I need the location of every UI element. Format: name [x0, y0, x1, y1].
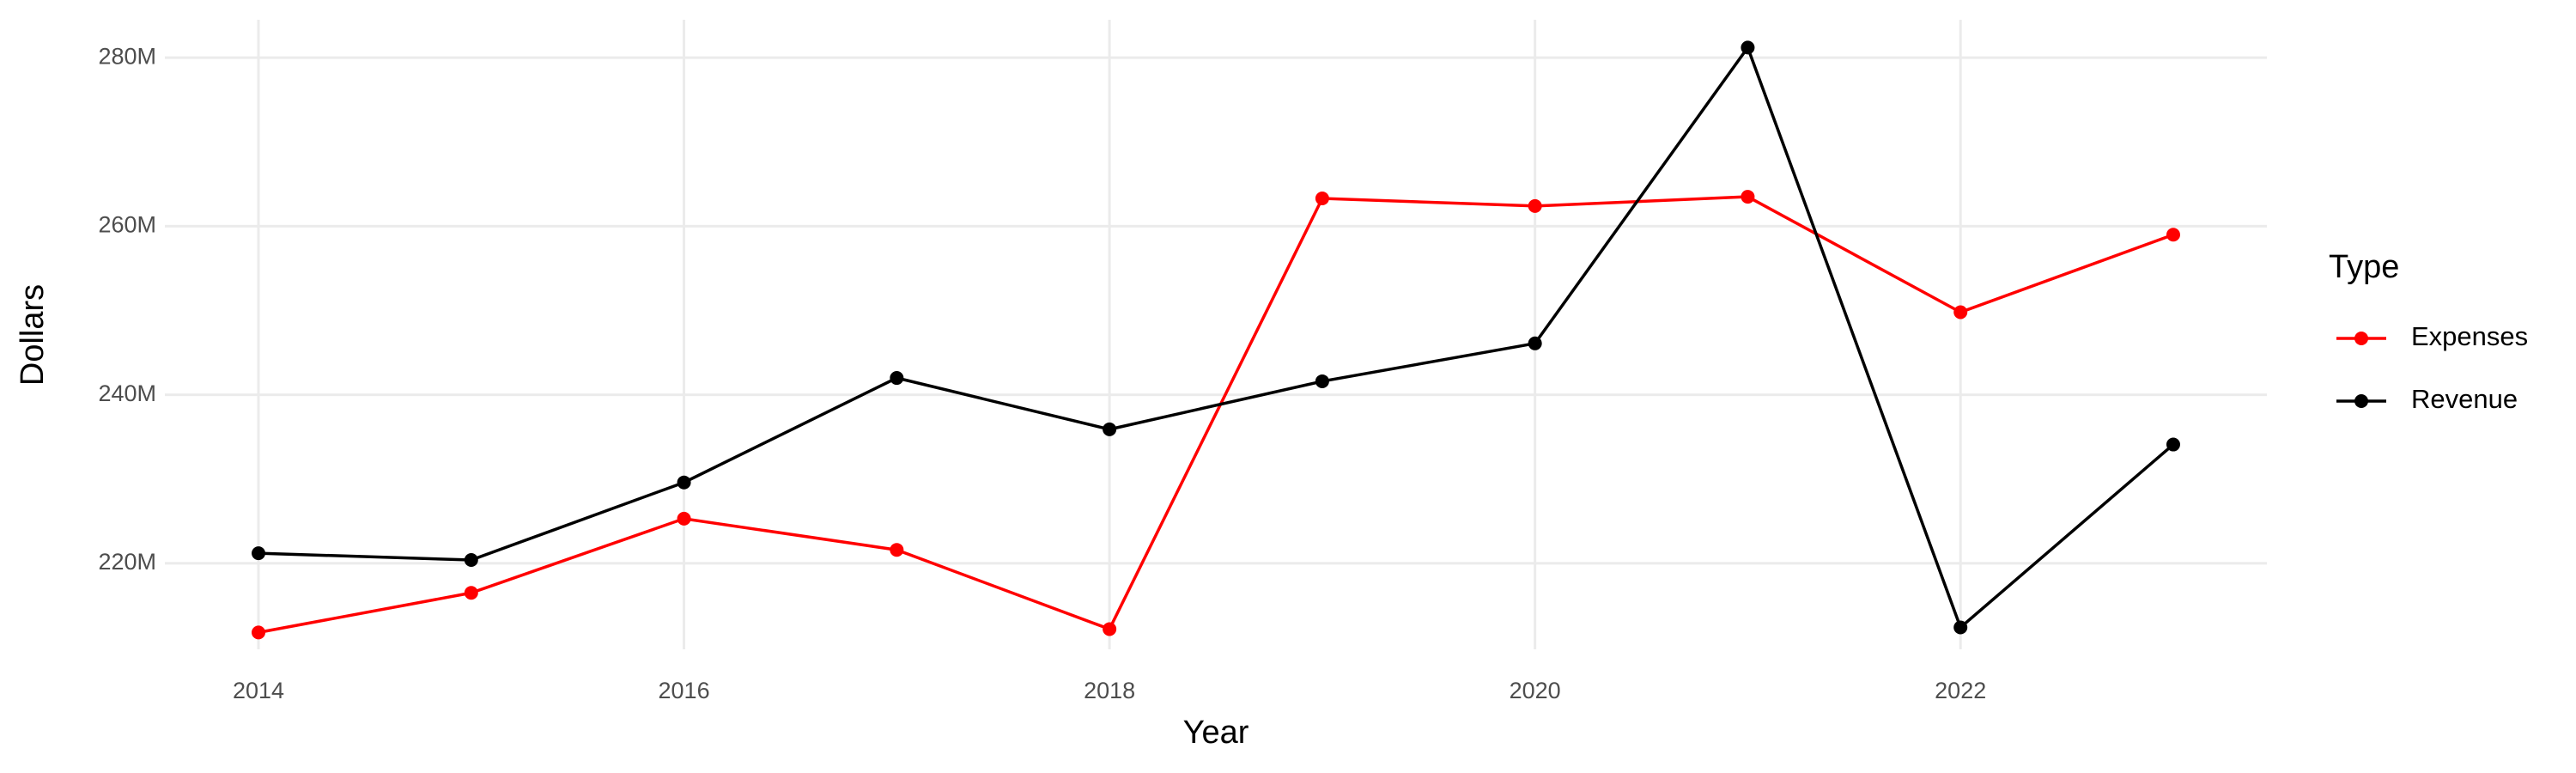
y-axis-title: Dollars — [15, 284, 51, 386]
data-point — [1528, 198, 1542, 213]
series-line — [258, 195, 2174, 635]
x-axis-title: Year — [1183, 715, 1249, 751]
data-point — [677, 511, 691, 526]
x-tick-label: 2022 — [1935, 678, 1986, 703]
data-point — [1103, 422, 1117, 436]
data-point — [1103, 622, 1117, 636]
x-tick-label: 2016 — [659, 678, 710, 703]
data-point — [1741, 190, 1755, 204]
y-tick-label: 280M — [98, 43, 156, 69]
data-point — [890, 543, 904, 557]
legend-key-point — [2354, 332, 2368, 345]
data-point — [1953, 305, 1968, 320]
data-point — [464, 586, 478, 600]
data-point — [1315, 374, 1329, 388]
legend-key-point — [2354, 394, 2368, 408]
legend-label: Expenses — [2411, 321, 2528, 351]
data-point — [1528, 336, 1542, 350]
data-point — [1953, 620, 1968, 635]
x-tick-label: 2020 — [1510, 678, 1561, 703]
data-point — [1741, 40, 1755, 55]
y-tick-label: 240M — [98, 380, 156, 406]
data-point — [252, 546, 266, 561]
legend-title: Type — [2329, 249, 2399, 285]
data-point — [252, 625, 266, 640]
data-point — [1315, 192, 1329, 206]
x-tick-label: 2014 — [233, 678, 284, 703]
data-point — [2166, 437, 2180, 452]
data-point — [890, 371, 904, 386]
series-line — [258, 44, 2175, 630]
data-point — [2166, 228, 2180, 242]
data-point — [464, 552, 478, 567]
x-tick-label: 2018 — [1084, 678, 1135, 703]
data-point — [677, 475, 691, 490]
y-tick-label: 220M — [98, 549, 156, 575]
y-tick-label: 260M — [98, 212, 156, 238]
legend-label: Revenue — [2411, 384, 2518, 414]
